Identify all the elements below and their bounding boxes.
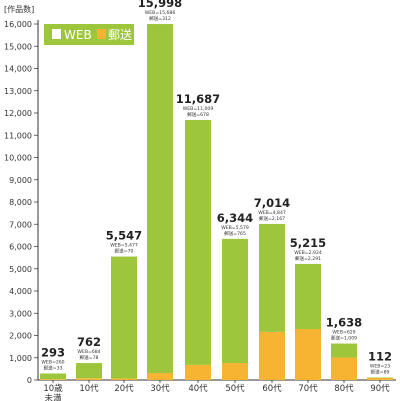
x-tick-label-line: 20代: [114, 383, 134, 394]
mail-breakdown-label: 郵送=2,291: [295, 255, 321, 262]
y-tick-label: 12,000: [4, 109, 32, 118]
bar-segment-web: [111, 256, 137, 379]
bar-segment-web: [222, 238, 248, 363]
mail-breakdown-label: 郵送=1,009: [331, 335, 357, 342]
web-breakdown-label: WEB=5,579: [221, 225, 249, 231]
x-tick-label-line: 70代: [298, 383, 318, 394]
x-tick-label: 90代: [370, 383, 390, 394]
bar-segment-web: [185, 119, 211, 365]
x-tick-label-line: 90代: [370, 383, 390, 394]
mail-breakdown-label: 郵送=89: [371, 369, 390, 376]
y-tick-label: 10,000: [4, 154, 32, 163]
total-label: 112: [368, 350, 392, 364]
mail-breakdown-label: 郵送=78: [80, 354, 99, 361]
bar-segment-web: [147, 24, 173, 374]
x-tick-label: 20代: [114, 383, 134, 394]
x-tick-label: 10歳未満: [43, 383, 63, 401]
x-tick-label-line: 30代: [150, 383, 170, 394]
mail-breakdown-label: 郵送=33: [44, 364, 63, 371]
bar-segment-mail: [295, 329, 321, 380]
bar-segment-mail: [185, 364, 211, 380]
bar-segment-mail: [222, 362, 248, 380]
bar-segment-web: [40, 373, 66, 380]
x-tick-label-line: 40代: [188, 383, 208, 394]
x-tick-label-line: 10歳: [43, 383, 63, 394]
total-label: 6,344: [217, 211, 253, 225]
bar-segment-mail: [367, 378, 393, 380]
bar-segment-web: [367, 377, 393, 379]
x-tick-label: 80代: [334, 383, 354, 394]
bar-segment-mail: [76, 378, 102, 380]
y-tick-label: 1,000: [9, 354, 32, 363]
mail-breakdown-label: 郵送=312: [149, 15, 171, 22]
x-tick-label-line: 未満: [44, 393, 62, 401]
x-tick-label: 10代: [79, 383, 99, 394]
legend-swatch-mail: [97, 29, 106, 39]
y-tick-label: 0: [27, 376, 32, 385]
total-label: 5,215: [290, 236, 326, 250]
mail-breakdown-label: 郵送=70: [115, 248, 134, 255]
web-breakdown-label: WEB=5,477: [110, 243, 138, 249]
legend-box: [44, 24, 134, 45]
y-tick-label: 16,000: [4, 20, 32, 29]
bar-segment-web: [76, 363, 102, 379]
x-tick-label-line: 50代: [225, 383, 245, 394]
legend-label-web: WEB: [64, 28, 92, 42]
y-tick-label: 2,000: [9, 332, 32, 341]
bar-segment-mail: [111, 378, 137, 380]
web-breakdown-label: WEB=684: [77, 349, 100, 355]
y-tick-label: 13,000: [4, 87, 32, 96]
web-breakdown-label: WEB=23: [370, 364, 390, 370]
legend-swatch-web: [52, 29, 61, 39]
bar-segment-mail: [259, 331, 285, 380]
web-breakdown-label: WEB=2,924: [294, 250, 322, 256]
y-tick-label: 5,000: [9, 265, 32, 274]
mail-breakdown-label: 郵送=765: [224, 230, 246, 237]
x-tick-label: 40代: [188, 383, 208, 394]
total-label: 5,547: [106, 229, 142, 243]
total-label: 1,638: [326, 316, 362, 330]
bar-segment-mail: [147, 373, 173, 380]
x-tick-label-line: 60代: [262, 383, 282, 394]
bar-segment-mail: [331, 357, 357, 380]
bar-segment-web: [331, 343, 357, 358]
web-breakdown-label: WEB=629: [332, 330, 355, 336]
y-tick-label: 8,000: [9, 198, 32, 207]
x-tick-label: 70代: [298, 383, 318, 394]
web-breakdown-label: WEB=260: [41, 359, 64, 365]
bar-segment-mail: [40, 379, 66, 380]
mail-breakdown-label: 郵送=678: [187, 111, 209, 118]
bar-segment-web: [295, 263, 321, 330]
total-label: 15,998: [138, 0, 182, 10]
x-tick-label: 30代: [150, 383, 170, 394]
x-tick-label: 50代: [225, 383, 245, 394]
web-breakdown-label: WEB=4,847: [258, 210, 286, 216]
mail-breakdown-label: 郵送=2,167: [259, 215, 285, 222]
total-label: 293: [41, 345, 65, 359]
x-tick-label: 60代: [262, 383, 282, 394]
y-tick-label: 15,000: [4, 42, 32, 51]
y-axis-label: [作品数]: [4, 4, 34, 14]
y-tick-label: 11,000: [4, 131, 32, 140]
y-tick-label: 7,000: [9, 220, 32, 229]
x-tick-label-line: 10代: [79, 383, 99, 394]
legend-label-mail: 郵送: [108, 27, 132, 42]
total-label: 7,014: [254, 196, 290, 210]
y-tick-label: 14,000: [4, 65, 32, 74]
bar-segment-web: [259, 223, 285, 332]
y-tick-label: 6,000: [9, 243, 32, 252]
y-tick-label: 9,000: [9, 176, 32, 185]
web-breakdown-label: WEB=11,009: [183, 106, 214, 112]
x-tick-label-line: 80代: [334, 383, 354, 394]
y-tick-label: 3,000: [9, 309, 32, 318]
web-breakdown-label: WEB=15,686: [145, 10, 176, 16]
y-tick-label: 4,000: [9, 287, 32, 296]
total-label: 762: [77, 335, 101, 349]
total-label: 11,687: [176, 92, 220, 106]
